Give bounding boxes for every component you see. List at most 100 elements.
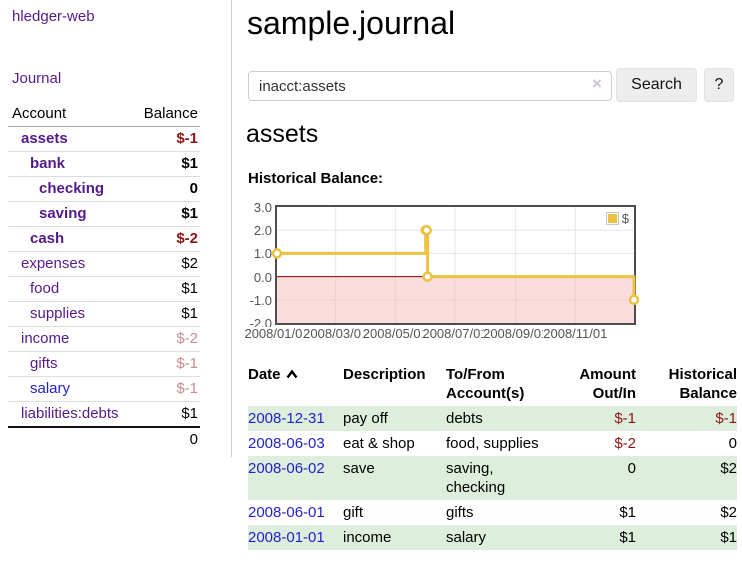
register-cell-accounts: saving, checking (446, 460, 506, 496)
register-header-row: Date Description To/From Account(s) Amou… (248, 362, 737, 403)
account-link[interactable]: bank (30, 155, 66, 172)
register-cell-date: 2008-06-02 (248, 459, 343, 478)
register-header-date[interactable]: Date (248, 365, 343, 403)
transaction-date-link[interactable]: 2008-06-03 (248, 435, 325, 452)
transaction-date-link[interactable]: 2008-01-01 (248, 529, 325, 546)
account-balance: $-1 (176, 130, 198, 147)
help-button[interactable]: ? (704, 68, 734, 102)
y-tick-label: 3.0 (253, 200, 272, 215)
transaction-date-link[interactable]: 2008-06-02 (248, 460, 325, 477)
register-cell-accounts: debts (446, 410, 483, 427)
account-link[interactable]: income (21, 330, 70, 347)
register-cell-amount: 0 (627, 460, 636, 477)
register-cell-description: pay off (343, 410, 388, 427)
section-title: assets (246, 120, 319, 148)
x-tick-label: 2008/07/01 (422, 326, 488, 341)
chart-title: Historical Balance: (248, 170, 384, 187)
search-bar: × Search ? (248, 68, 738, 104)
register-cell-balance: $-1 (715, 410, 737, 427)
account-link[interactable]: food (30, 280, 60, 297)
register-rows: 2008-12-31 pay off debts $-1 $-1 2008-06-03 ea… (248, 406, 737, 550)
account-row: checking 0 (8, 177, 200, 202)
account-balance: $1 (181, 280, 198, 297)
register-row: 2008-01-01 income salary $1 $1 (248, 525, 737, 550)
accounts-total: 0 (8, 426, 200, 452)
account-link[interactable]: salary (30, 380, 71, 397)
account-link[interactable]: checking (39, 180, 105, 197)
account-row: gifts $-1 (8, 352, 200, 377)
register-cell-amount: $1 (619, 529, 636, 546)
account-row: salary $-1 (8, 377, 200, 402)
clear-search-icon[interactable]: × (592, 74, 602, 93)
register-cell-description: save (343, 460, 375, 477)
accounts-table-header: Account Balance (8, 102, 200, 127)
historical-balance-chart: $ (271, 205, 640, 325)
search-button[interactable]: Search (616, 68, 697, 102)
account-row: income $-2 (8, 327, 200, 352)
register-cell-date: 2008-06-03 (248, 434, 343, 453)
register-cell-balance: $2 (720, 460, 737, 477)
x-tick-label: 2008/05/01 (362, 326, 428, 341)
y-tick-label: 0.0 (253, 269, 272, 285)
account-balance: 0 (189, 180, 198, 197)
account-row: cash $-2 (8, 227, 200, 252)
account-link[interactable]: liabilities:debts (21, 405, 119, 422)
register-cell-balance: $2 (720, 504, 737, 521)
account-balance: $1 (181, 155, 198, 172)
register-cell-date: 2008-06-01 (248, 503, 343, 522)
register-header-description: Description (343, 366, 426, 383)
x-tick-label: 2008/03/01 (303, 326, 369, 341)
legend-label: $ (621, 211, 629, 226)
sidebar-item-journal[interactable]: Journal (12, 70, 62, 87)
register-row: 2008-06-01 gift gifts $1 $2 (248, 500, 737, 525)
x-tick-label: 2008/09/01 (483, 326, 549, 341)
accounts-header-account: Account (12, 105, 67, 122)
account-row: food $1 (8, 277, 200, 302)
app-title-link[interactable]: hledger-web (12, 8, 95, 25)
register-row: 2008-12-31 pay off debts $-1 $-1 (248, 406, 737, 431)
y-tick-label: 2.0 (253, 223, 272, 239)
y-tick-label: 1.0 (253, 246, 272, 262)
account-link[interactable]: cash (30, 230, 65, 247)
account-balance: $-2 (176, 230, 198, 247)
account-row: liabilities:debts $1 (8, 402, 200, 426)
account-link[interactable]: saving (39, 205, 87, 222)
accounts-rows: assets $-1 bank $1 checking 0 saving $1 cash $-2 e… (8, 127, 200, 426)
x-tick-label: 2008/01/01 (244, 326, 310, 341)
register-cell-amount: $-1 (614, 410, 636, 427)
account-link[interactable]: expenses (21, 255, 86, 272)
page-title: sample.journal (247, 5, 456, 41)
register-cell-amount: $-2 (614, 435, 636, 452)
account-link[interactable]: gifts (30, 355, 58, 372)
register-cell-accounts: salary (446, 529, 487, 546)
search-input[interactable] (248, 71, 612, 101)
account-balance: $1 (181, 305, 198, 322)
register-cell-balance: 0 (728, 435, 737, 452)
register-cell-description: income (343, 529, 392, 546)
account-row: expenses $2 (8, 252, 200, 277)
accounts-header-balance: Balance (143, 105, 198, 122)
register-row: 2008-06-03 eat & shop food, supplies $-2 0 (248, 431, 737, 456)
transaction-date-link[interactable]: 2008-12-31 (248, 410, 325, 427)
account-balance: $1 (181, 405, 198, 422)
account-balance: $-1 (176, 355, 198, 372)
account-balance: $1 (181, 205, 198, 222)
sort-ascending-icon (286, 369, 297, 379)
register-cell-accounts: gifts (446, 504, 474, 521)
legend-swatch-icon (605, 212, 619, 225)
register-cell-date: 2008-01-01 (248, 528, 343, 547)
account-link[interactable]: supplies (30, 305, 86, 322)
account-row: supplies $1 (8, 302, 200, 327)
register-cell-balance: $1 (720, 529, 737, 546)
register-header-accounts: To/From Account(s) (446, 366, 525, 402)
register-row: 2008-06-02 save saving, checking 0 $2 (248, 456, 737, 500)
account-link[interactable]: assets (21, 130, 68, 147)
account-balance: $-1 (176, 380, 198, 397)
register-cell-accounts: food, supplies (446, 435, 539, 452)
register-cell-date: 2008-12-31 (248, 409, 343, 428)
chart-plot-area (271, 207, 640, 323)
register-cell-amount: $1 (619, 504, 636, 521)
register-header-amount: Amount Out/In (579, 366, 636, 402)
transaction-date-link[interactable]: 2008-06-01 (248, 504, 325, 521)
register-cell-description: gift (343, 504, 364, 521)
